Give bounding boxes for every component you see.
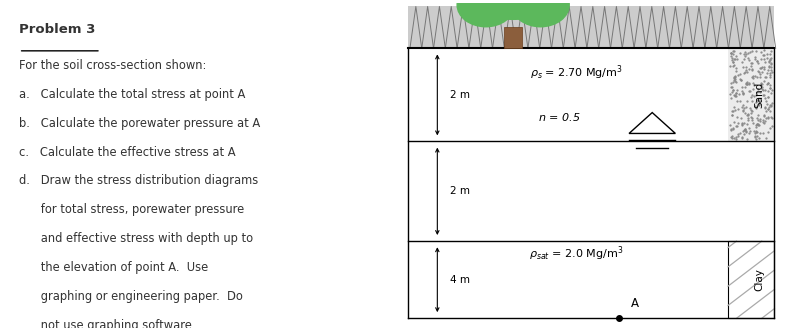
Text: $n$ = 0.5: $n$ = 0.5 bbox=[538, 112, 581, 123]
Text: d.   Draw the stress distribution diagrams: d. Draw the stress distribution diagrams bbox=[19, 174, 258, 188]
Circle shape bbox=[512, 0, 569, 27]
Text: for total stress, porewater pressure: for total stress, porewater pressure bbox=[19, 203, 244, 216]
Text: 2 m: 2 m bbox=[450, 186, 470, 196]
Bar bbox=[408, 7, 774, 48]
Text: the elevation of point A.  Use: the elevation of point A. Use bbox=[19, 261, 208, 274]
Text: graphing or engineering paper.  Do: graphing or engineering paper. Do bbox=[19, 290, 242, 303]
Text: Problem 3: Problem 3 bbox=[19, 23, 95, 36]
Text: and effective stress with depth up to: and effective stress with depth up to bbox=[19, 232, 253, 245]
Text: 4 m: 4 m bbox=[450, 275, 470, 285]
Bar bbox=[504, 28, 522, 48]
Text: For the soil cross-section shown:: For the soil cross-section shown: bbox=[19, 59, 206, 72]
Text: Clay: Clay bbox=[754, 268, 765, 291]
Text: $\rho_s$ = 2.70 Mg/m$^3$: $\rho_s$ = 2.70 Mg/m$^3$ bbox=[530, 63, 622, 82]
Text: b.   Calculate the porewater pressure at A: b. Calculate the porewater pressure at A bbox=[19, 117, 260, 130]
Text: not use graphing software.: not use graphing software. bbox=[19, 319, 196, 328]
Text: c.   Calculate the effective stress at A: c. Calculate the effective stress at A bbox=[19, 146, 235, 159]
Text: Sand: Sand bbox=[754, 82, 765, 108]
Text: a.   Calculate the total stress at point A: a. Calculate the total stress at point A bbox=[19, 88, 245, 101]
Text: $\rho_{sat}$ = 2.0 Mg/m$^3$: $\rho_{sat}$ = 2.0 Mg/m$^3$ bbox=[529, 245, 623, 263]
Circle shape bbox=[457, 0, 514, 27]
Bar bbox=[728, 48, 774, 141]
Bar bbox=[728, 241, 774, 318]
Circle shape bbox=[473, 0, 553, 19]
Text: A: A bbox=[631, 297, 639, 310]
Text: 2 m: 2 m bbox=[450, 90, 470, 100]
